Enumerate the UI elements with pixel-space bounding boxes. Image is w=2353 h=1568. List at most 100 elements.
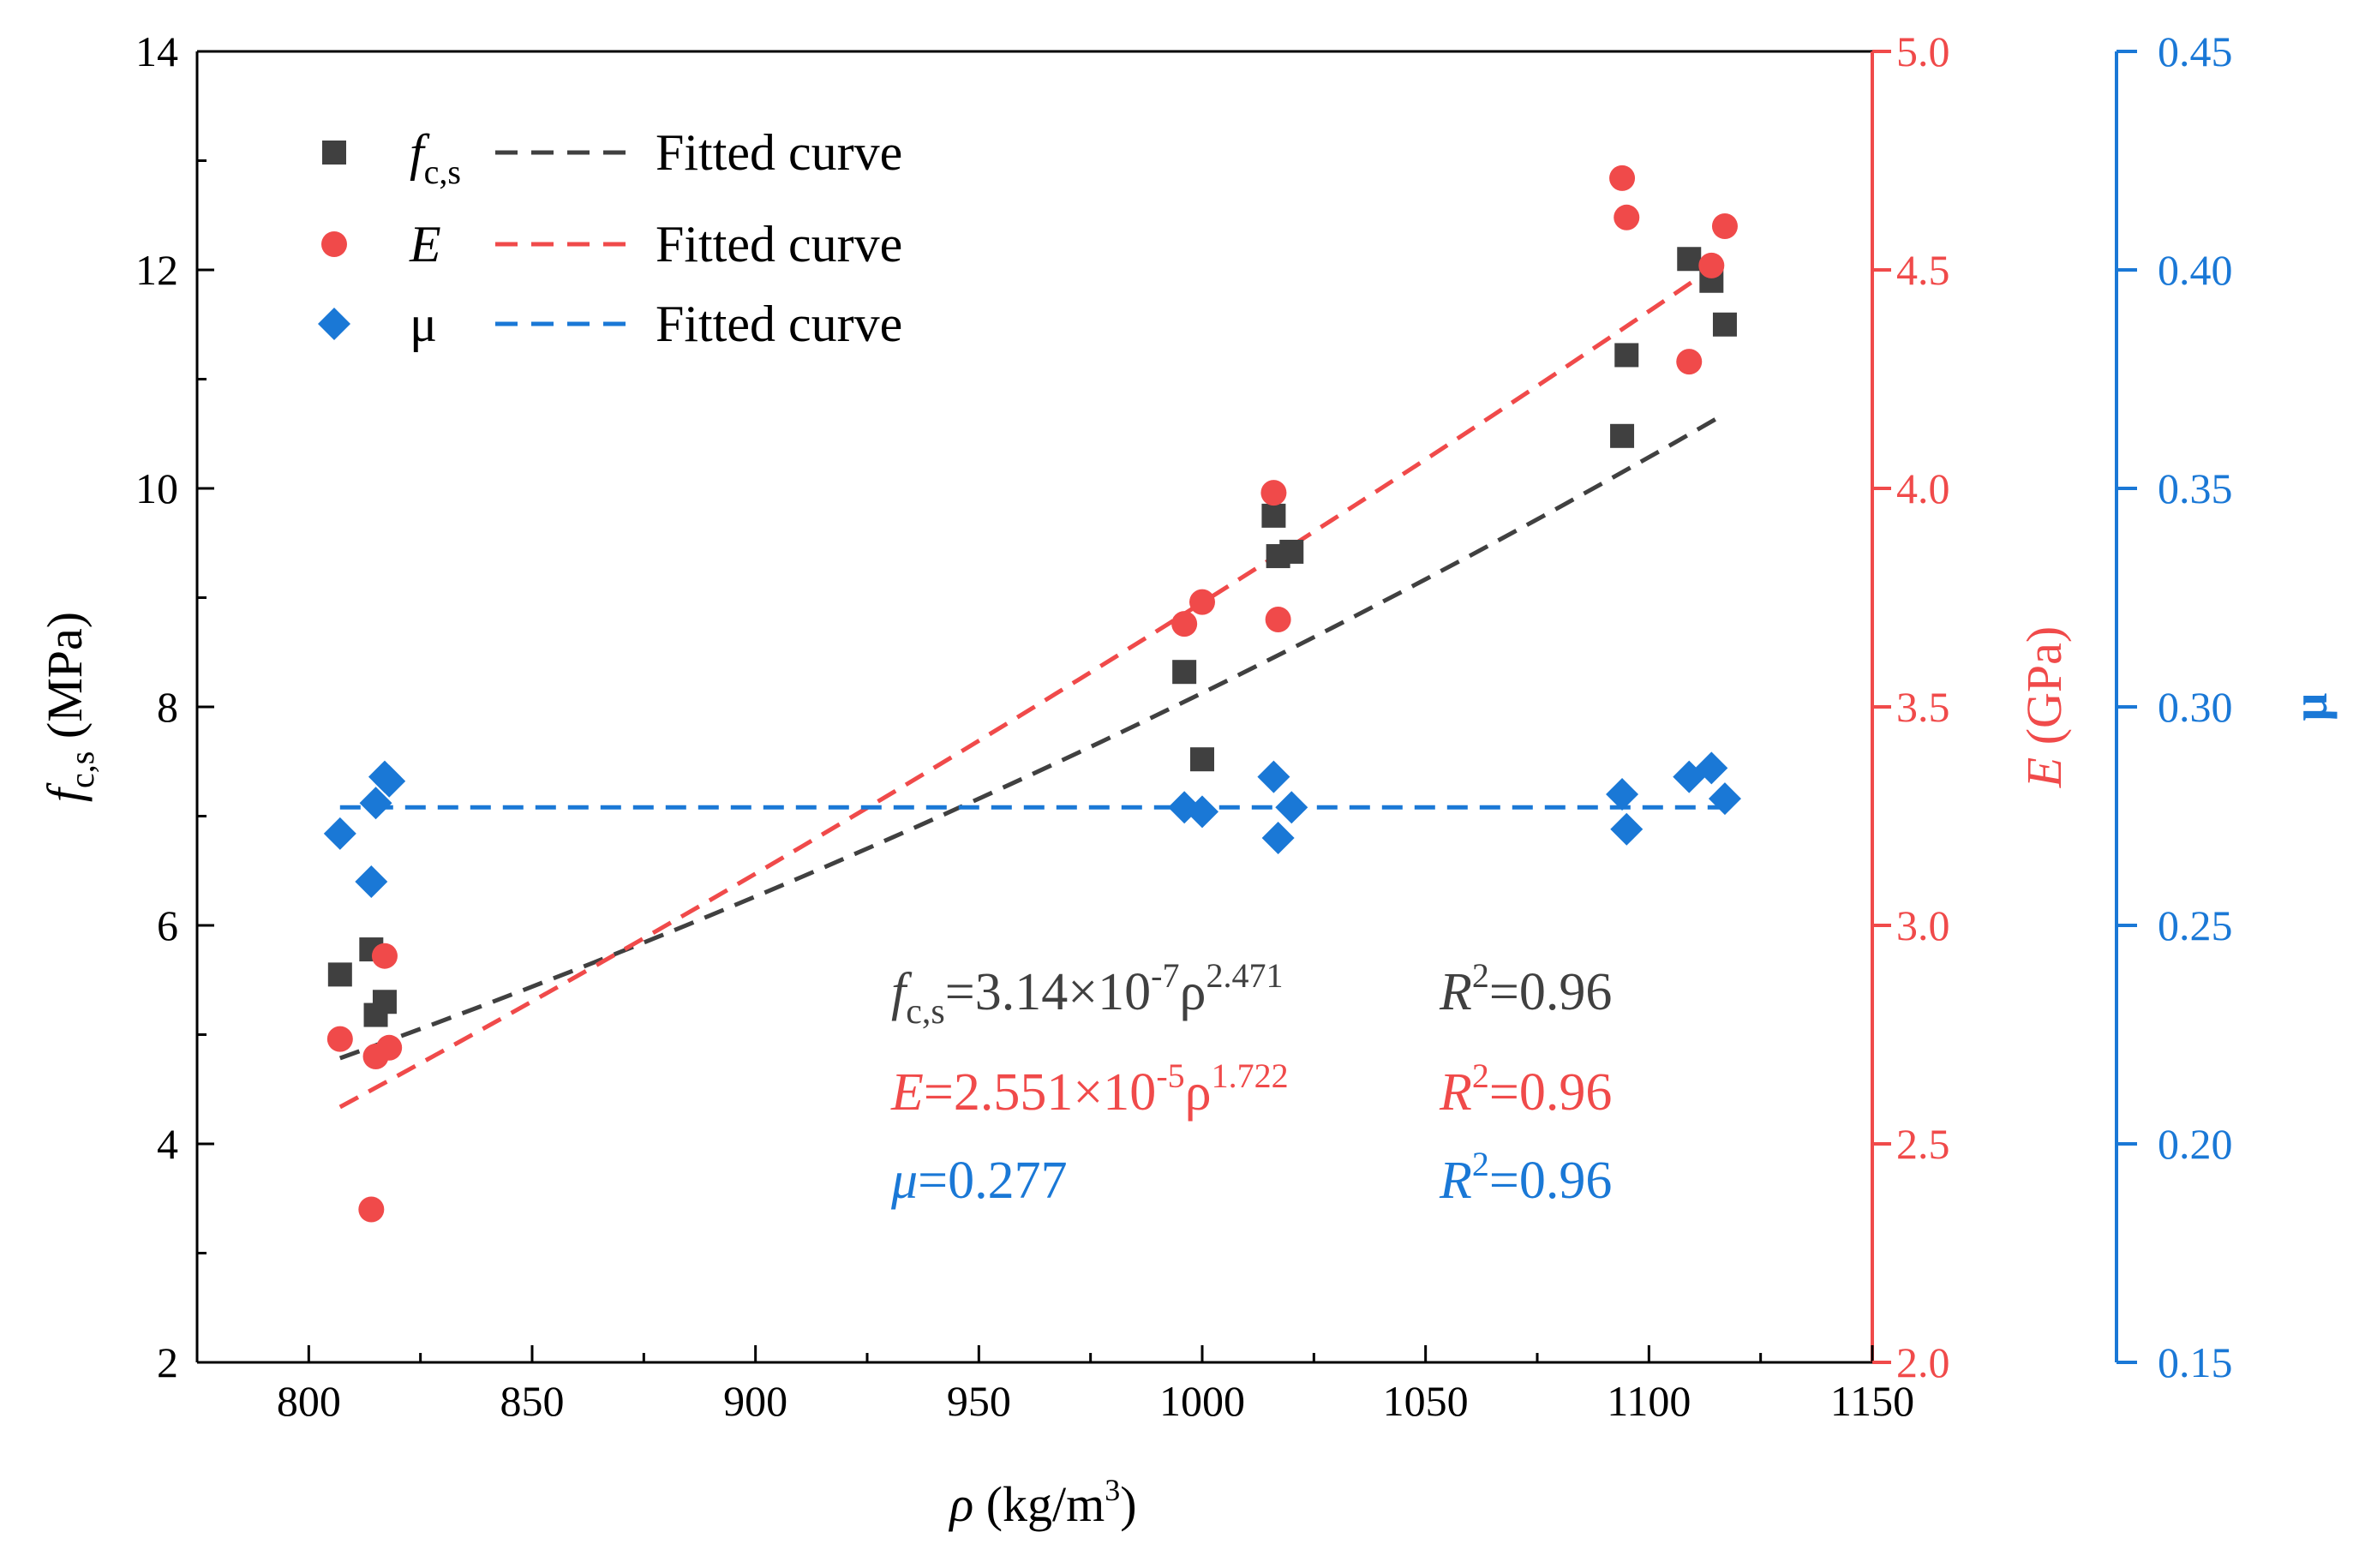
point-square — [1172, 660, 1197, 685]
point-diamond — [1275, 791, 1308, 824]
point-circle — [1711, 213, 1738, 239]
x-axis-label-unit: (kg/m — [973, 1476, 1105, 1532]
left-tick-label: 6 — [157, 901, 178, 949]
point-circle — [1265, 607, 1291, 632]
legend-label: Fitted curve — [656, 296, 902, 352]
right-axis-label-E: E (GPa) — [2016, 626, 2072, 788]
r2-sup: 2 — [1472, 1145, 1489, 1183]
point-diamond — [1610, 812, 1644, 846]
legend-symbol-var: μ — [410, 296, 437, 352]
point-circle — [1189, 589, 1215, 615]
point-square — [1677, 247, 1702, 272]
eq-rhs: =3.14×10 — [945, 963, 1151, 1021]
point-circle — [376, 1034, 403, 1061]
x-tick-label: 900 — [723, 1377, 787, 1425]
right-tick-label-mu: 0.40 — [2158, 246, 2233, 294]
x-tick-label: 950 — [947, 1377, 1011, 1425]
eq-lhs-var: E — [890, 1063, 924, 1122]
x-tick-label: 800 — [277, 1377, 341, 1425]
point-square — [1712, 312, 1737, 337]
fit-r2: R2=0.96 — [1439, 1145, 1612, 1210]
r2-value: =0.96 — [1489, 1063, 1612, 1122]
legend-symbol-sub: c,s — [424, 153, 461, 191]
data-points — [323, 165, 1741, 1223]
left-axis-label-sub: c,s — [63, 751, 101, 788]
r2-value: =0.96 — [1489, 1152, 1612, 1210]
fit-equation: fc,s=3.14×10-7ρ2.471 — [891, 956, 1283, 1032]
left-tick-label: 10 — [135, 464, 178, 512]
axis-labels: ρ (kg/m3) fc,s (MPa) E (GPa) μ — [37, 612, 2338, 1532]
point-circle — [1676, 349, 1703, 375]
left-tick-label: 8 — [157, 683, 178, 731]
point-circle — [371, 943, 398, 969]
left-tick-label: 4 — [157, 1120, 178, 1168]
fit-r2: R2=0.96 — [1439, 1056, 1612, 1122]
r2-var: R — [1439, 963, 1472, 1021]
point-circle — [1698, 252, 1725, 278]
point-circle — [326, 1026, 353, 1052]
r2-value: =0.96 — [1489, 963, 1612, 1021]
right-axis-label-mu: μ — [2282, 692, 2338, 721]
left-tick-label: 12 — [135, 246, 178, 294]
point-diamond — [1186, 795, 1218, 829]
right-tick-label-mu: 0.15 — [2158, 1338, 2233, 1386]
r2-sup: 2 — [1472, 956, 1489, 995]
legend-symbol-var: E — [409, 216, 441, 272]
x-axis-label-var: ρ — [948, 1476, 973, 1532]
point-square — [1279, 539, 1304, 564]
point-diamond — [1695, 751, 1728, 785]
fit-r2: R2=0.96 — [1439, 956, 1612, 1021]
eq-base: ρ — [1180, 963, 1206, 1021]
x-axis-label-sup: 3 — [1105, 1473, 1120, 1507]
right-tick-label-E: 4.0 — [1896, 464, 1950, 512]
r2-var: R — [1439, 1152, 1472, 1210]
left-axis-label: fc,s (MPa) — [37, 612, 101, 802]
point-diamond — [1257, 760, 1290, 793]
point-circle — [1614, 204, 1640, 230]
legend-label: Fitted curve — [656, 124, 902, 181]
eq-pow: 2.471 — [1206, 956, 1283, 995]
point-circle — [1171, 611, 1198, 637]
fit-equations: fc,s=3.14×10-7ρ2.471 R2=0.96E=2.551×10-5ρ… — [890, 956, 1612, 1210]
point-diamond — [1708, 782, 1741, 816]
eq-lhs-var: μ — [890, 1152, 918, 1210]
legend-marker-circle — [321, 231, 347, 257]
eq-base: ρ — [1185, 1063, 1212, 1122]
legend-symbol: E — [409, 216, 441, 272]
eq-pow: 1.722 — [1212, 1056, 1289, 1095]
right-tick-label-E: 2.5 — [1896, 1120, 1950, 1168]
fit-equation: μ=0.277 — [890, 1152, 1068, 1210]
x-tick-label: 1050 — [1383, 1377, 1469, 1425]
x-tick-label: 1000 — [1159, 1377, 1245, 1425]
point-diamond — [355, 865, 388, 898]
point-circle — [1609, 165, 1636, 191]
left-tick-label: 2 — [157, 1338, 178, 1386]
x-tick-label: 850 — [500, 1377, 565, 1425]
legend-symbol: fc,s — [410, 124, 461, 191]
legend-marker-diamond — [318, 308, 350, 340]
point-diamond — [373, 764, 406, 798]
x-tick-label: 1100 — [1607, 1377, 1691, 1425]
right-tick-label-mu: 0.45 — [2158, 27, 2233, 75]
point-diamond — [1261, 822, 1295, 854]
left-tick-label: 14 — [135, 27, 178, 75]
eq-exp: -7 — [1151, 956, 1179, 995]
legend-symbol: μ — [410, 296, 437, 352]
point-circle — [1260, 480, 1287, 506]
axes: 800 850 900 950 1000 1050 1100 1150 2 4 6 8 10 12 14 2.… — [135, 27, 2233, 1425]
point-square — [1190, 747, 1214, 772]
point-diamond — [323, 817, 356, 850]
right-tick-label-E: 3.0 — [1896, 901, 1950, 949]
fit-line-f_c,s — [338, 411, 1727, 1061]
x-tick-label: 1150 — [1830, 1377, 1914, 1425]
legend: fc,s Fitted curve E Fitted curve μ Fitted cur… — [318, 124, 902, 352]
x-axis-label-close: ) — [1120, 1476, 1136, 1532]
eq-rhs: =2.551×10 — [924, 1063, 1156, 1122]
right-tick-label-mu: 0.20 — [2158, 1120, 2233, 1168]
point-diamond — [359, 787, 392, 820]
right-tick-label-E: 2.0 — [1896, 1338, 1950, 1386]
eq-exp: -5 — [1156, 1056, 1184, 1095]
right-tick-label-E: 4.5 — [1896, 246, 1950, 294]
right-tick-label-mu: 0.35 — [2158, 464, 2233, 512]
